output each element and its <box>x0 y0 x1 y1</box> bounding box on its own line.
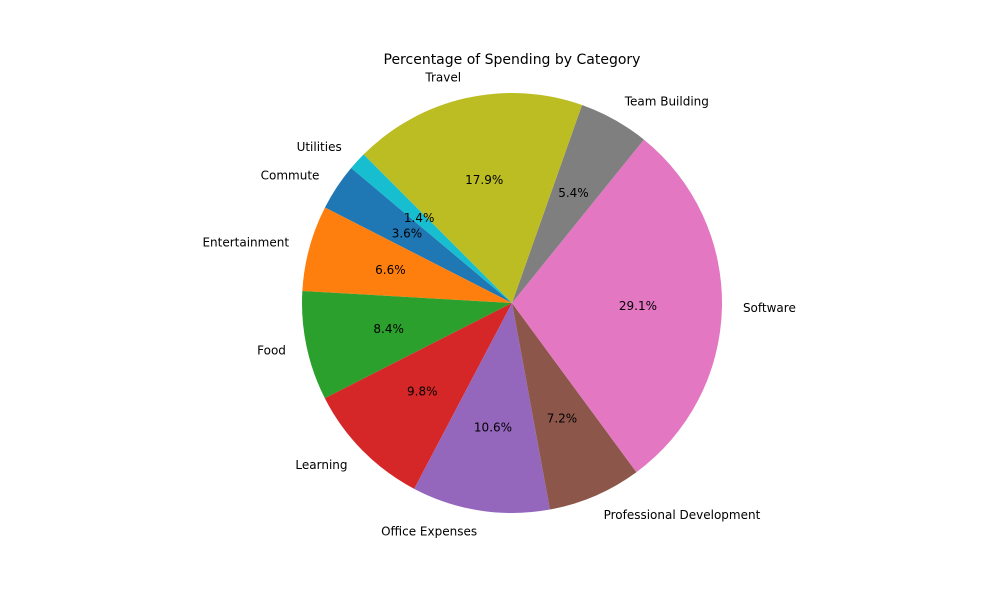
category-label: Entertainment <box>202 236 289 250</box>
category-label: Professional Development <box>604 508 761 522</box>
pie-slice-travel <box>363 92 583 303</box>
category-labels: Commute Entertainment Food Learning Office E… <box>202 71 795 539</box>
percentage-label: 9.8% <box>407 384 438 398</box>
percentage-label: 17.9% <box>465 173 503 187</box>
pie-slice-professional-development <box>512 303 637 510</box>
pie-slice-software <box>512 139 723 473</box>
percentage-label: 6.6% <box>375 263 406 277</box>
category-label: Utilities <box>297 140 342 154</box>
category-label: Team Building <box>624 94 709 108</box>
chart-title: Percentage of Spending by Category <box>384 52 641 68</box>
percentage-label: 1.4% <box>404 211 435 225</box>
percentage-label: 7.2% <box>547 412 578 426</box>
category-label: Food <box>257 343 286 357</box>
pie-slice-food <box>302 290 512 399</box>
pie-slices <box>302 92 723 513</box>
category-label: Learning <box>295 458 347 472</box>
pie-slice-learning <box>324 303 512 489</box>
category-label: Commute <box>261 168 320 182</box>
pie-slice-commute <box>324 168 512 303</box>
category-label: Travel <box>424 71 461 85</box>
percentage-label: 29.1% <box>619 299 657 313</box>
category-label: Office Expenses <box>381 524 477 538</box>
pie-slice-entertainment <box>302 207 512 303</box>
category-label: Software <box>743 301 796 315</box>
percentage-label: 3.6% <box>392 226 423 240</box>
percentage-label: 10.6% <box>474 421 512 435</box>
pie-slice-team-building <box>512 105 644 303</box>
pie-slice-office-expenses <box>414 303 550 513</box>
percentage-label: 8.4% <box>373 322 404 336</box>
percentage-labels: 3.6% 6.6% 8.4% 9.8% 10.6% 7.2% 29.1% 5.4% 17.9% 1… <box>373 173 657 434</box>
pie-slice-utilities <box>351 154 512 303</box>
percentage-label: 5.4% <box>558 186 589 200</box>
